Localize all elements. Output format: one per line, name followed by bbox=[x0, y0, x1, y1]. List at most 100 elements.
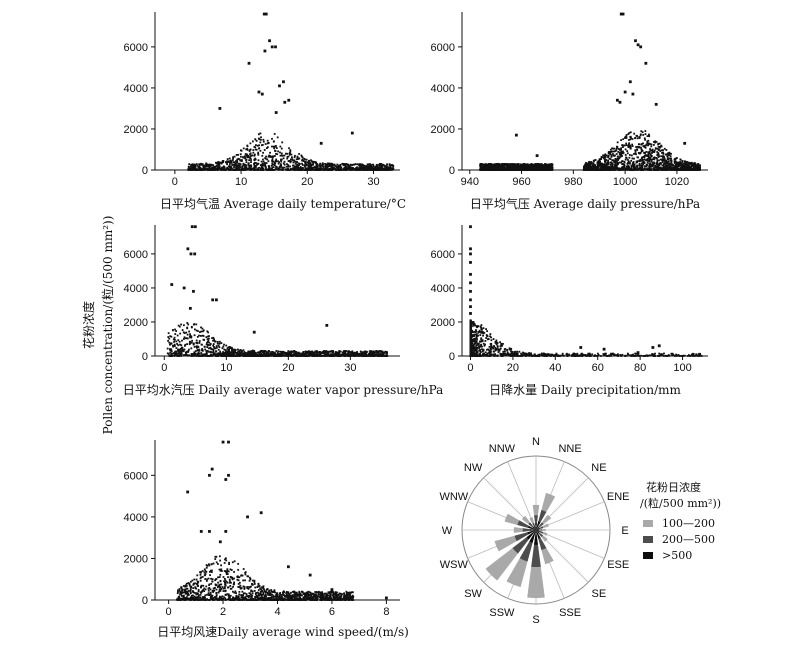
scatter-point bbox=[645, 143, 648, 146]
scatter-point bbox=[294, 154, 296, 157]
scatter-point bbox=[616, 161, 618, 164]
scatter-point bbox=[646, 154, 649, 157]
scatter-point bbox=[591, 165, 594, 168]
scatter-point bbox=[699, 168, 701, 170]
scatter-point bbox=[260, 163, 263, 166]
scatter-point bbox=[499, 167, 501, 169]
scatter-point bbox=[247, 61, 251, 65]
scatter-point bbox=[640, 159, 642, 162]
scatter-point bbox=[675, 161, 678, 164]
scatter-point bbox=[653, 158, 656, 161]
scatter-point bbox=[673, 162, 676, 165]
scatter-point bbox=[664, 165, 667, 168]
scatter-point bbox=[194, 350, 197, 352]
scatter-point bbox=[189, 169, 192, 171]
scatter-point bbox=[588, 166, 591, 169]
scatter-point bbox=[676, 157, 678, 159]
scatter-point bbox=[203, 168, 205, 170]
scatter-point bbox=[385, 164, 388, 167]
scatter-point bbox=[633, 132, 636, 135]
scatter-point bbox=[609, 148, 612, 151]
scatter-point bbox=[631, 169, 633, 171]
scatter-point bbox=[213, 168, 216, 171]
scatter-point bbox=[264, 12, 268, 16]
scatter-point bbox=[617, 151, 620, 153]
scatter-point bbox=[238, 168, 240, 171]
scatter-point bbox=[251, 154, 254, 157]
scatter-point bbox=[667, 161, 670, 163]
scatter-point bbox=[308, 162, 310, 165]
scatter-point bbox=[369, 163, 372, 166]
scatter-point bbox=[309, 167, 312, 170]
scatter-point bbox=[279, 168, 282, 171]
scatter-cloud bbox=[166, 322, 389, 357]
scatter-point bbox=[629, 131, 632, 134]
scatter-point bbox=[649, 148, 652, 150]
scatter-point bbox=[547, 165, 550, 167]
scatter-point bbox=[669, 166, 672, 168]
scatter-point bbox=[613, 160, 615, 163]
scatter-point bbox=[659, 168, 661, 171]
scatter-point bbox=[523, 168, 526, 171]
scatter-point bbox=[351, 354, 354, 357]
scatter-point bbox=[229, 165, 232, 168]
scatter-point bbox=[595, 168, 598, 171]
scatter-point bbox=[295, 168, 298, 171]
scatter-point bbox=[262, 169, 264, 171]
scatter-point bbox=[244, 167, 247, 170]
scatter-point bbox=[643, 144, 646, 147]
scatter-point bbox=[646, 140, 649, 143]
scatter-point bbox=[644, 61, 648, 65]
scatter-point bbox=[365, 168, 368, 171]
scatter-point bbox=[372, 165, 375, 168]
scatter-point bbox=[534, 166, 537, 169]
scatter-point bbox=[271, 156, 274, 159]
y-tick-label: 4000 bbox=[431, 83, 455, 95]
scatter-point bbox=[486, 169, 489, 171]
scatter-point bbox=[646, 142, 649, 144]
scatter-point bbox=[313, 169, 316, 171]
scatter-point bbox=[275, 350, 278, 352]
scatter-point bbox=[647, 139, 650, 142]
scatter-point bbox=[218, 165, 221, 168]
scatter-point bbox=[370, 164, 372, 167]
scatter-point bbox=[263, 164, 266, 167]
scatter-point bbox=[614, 157, 617, 160]
scatter-point bbox=[625, 144, 628, 147]
scatter-point bbox=[678, 169, 681, 171]
scatter-point bbox=[496, 164, 498, 167]
scatter-point bbox=[699, 164, 701, 167]
scatter-point bbox=[670, 159, 673, 162]
scatter-point bbox=[312, 163, 315, 166]
scatter-point bbox=[262, 12, 266, 16]
scatter-point bbox=[620, 151, 623, 153]
scatter-point bbox=[243, 166, 246, 169]
scatter-point bbox=[584, 164, 587, 167]
scatter-point bbox=[608, 152, 611, 155]
scatter-point bbox=[683, 160, 686, 163]
scatter-point bbox=[479, 166, 482, 169]
scatter-point bbox=[615, 98, 619, 102]
scatter-point bbox=[498, 169, 501, 171]
scatter-point bbox=[322, 169, 325, 171]
scatter-point bbox=[310, 159, 312, 162]
scatter-point bbox=[187, 165, 190, 168]
scatter-point bbox=[653, 149, 656, 152]
scatter-point bbox=[277, 160, 279, 163]
scatter-point bbox=[624, 148, 627, 151]
scatter-point bbox=[392, 167, 395, 170]
scatter-point bbox=[695, 166, 698, 169]
scatter-point bbox=[322, 166, 325, 169]
scatter-point bbox=[589, 166, 592, 168]
scatter-point bbox=[601, 168, 604, 171]
scatter-point bbox=[197, 166, 200, 169]
scatter-point bbox=[649, 165, 652, 168]
scatter-point bbox=[656, 161, 659, 164]
scatter-point bbox=[620, 167, 623, 170]
scatter-point bbox=[218, 163, 220, 166]
scatter-point bbox=[289, 165, 291, 168]
scatter-point bbox=[628, 80, 632, 84]
scatter-point bbox=[280, 165, 282, 168]
scatter-point bbox=[309, 166, 312, 169]
